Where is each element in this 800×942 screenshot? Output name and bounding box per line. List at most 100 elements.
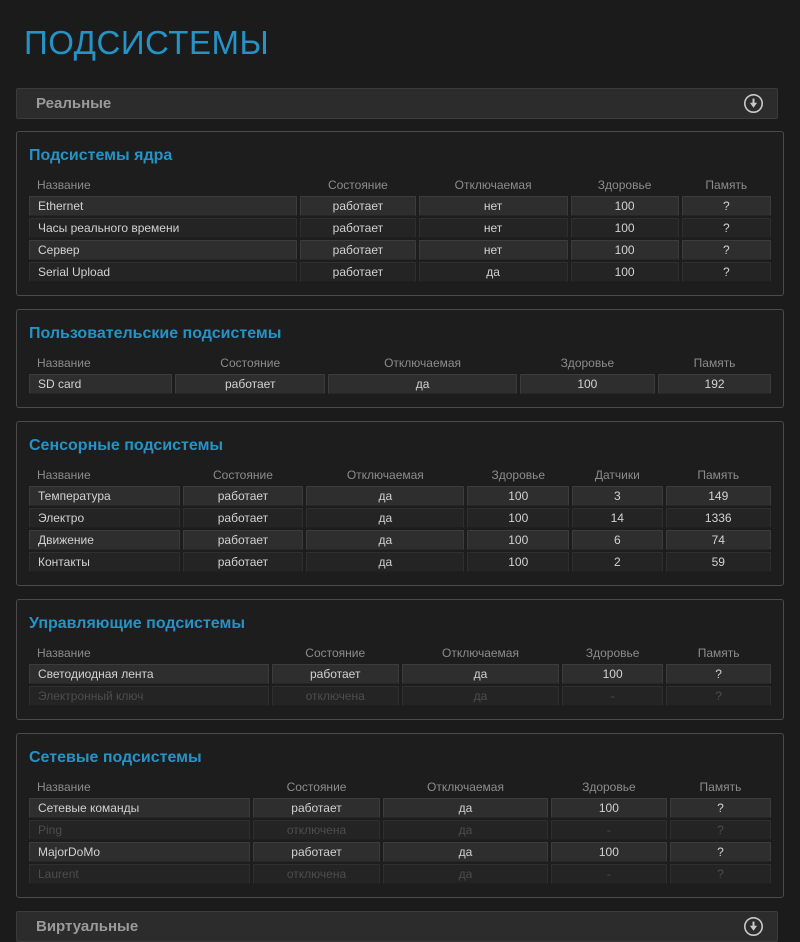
subsystem-name-cell: Сервер: [29, 240, 297, 260]
subsystem-name-cell: Светодиодная лента: [29, 664, 269, 684]
column-header: Название: [29, 778, 250, 796]
panel-title: Подсистемы ядра: [29, 147, 774, 165]
value-cell: да: [419, 262, 568, 282]
subsystem-table: НазваниеСостояниеОтключаемаяЗдоровьеДатч…: [26, 464, 774, 574]
value-cell: 149: [666, 486, 772, 506]
value-cell: да: [328, 374, 516, 394]
value-cell: работает: [300, 262, 415, 282]
value-cell: да: [383, 864, 548, 884]
subsystem-table: НазваниеСостояниеОтключаемаяЗдоровьеПамя…: [26, 352, 774, 396]
value-cell: да: [383, 820, 548, 840]
subsystem-name-cell: Serial Upload: [29, 262, 297, 282]
value-cell: 14: [572, 508, 662, 528]
subsystem-panel: Подсистемы ядра НазваниеСостояниеОтключа…: [16, 131, 784, 296]
column-header: Память: [670, 778, 771, 796]
subsystem-panel: Пользовательские подсистемы НазваниеСост…: [16, 309, 784, 408]
value-cell: 100: [467, 486, 569, 506]
column-header: Название: [29, 466, 180, 484]
value-cell: ?: [682, 240, 771, 260]
value-cell: 100: [571, 196, 679, 216]
value-cell: 100: [571, 240, 679, 260]
table-row: Pingотключенада-?: [29, 820, 771, 840]
subsystem-name-cell: Движение: [29, 530, 180, 550]
table-row: SD cardработаетда100192: [29, 374, 771, 394]
subsystem-table: НазваниеСостояниеОтключаемаяЗдоровьеПамя…: [26, 776, 774, 886]
table-header-row: НазваниеСостояниеОтключаемаяЗдоровьеПамя…: [29, 778, 771, 796]
subsystem-name-cell: SD card: [29, 374, 172, 394]
column-header: Состояние: [183, 466, 304, 484]
circle-arrow-down-icon[interactable]: [743, 93, 764, 114]
value-cell: нет: [419, 196, 568, 216]
value-cell: работает: [300, 196, 415, 216]
panel-title: Управляющие подсистемы: [29, 615, 774, 633]
value-cell: -: [551, 820, 667, 840]
column-header: Датчики: [572, 466, 662, 484]
value-cell: работает: [253, 842, 380, 862]
value-cell: 1336: [666, 508, 772, 528]
value-cell: ?: [682, 218, 771, 238]
circle-arrow-down-icon[interactable]: [743, 916, 764, 937]
value-cell: да: [383, 798, 548, 818]
value-cell: ?: [670, 864, 771, 884]
subsystem-name-cell: Laurent: [29, 864, 250, 884]
value-cell: 3: [572, 486, 662, 506]
column-header: Память: [666, 466, 772, 484]
column-header: Память: [682, 176, 771, 194]
column-header: Название: [29, 176, 297, 194]
subsystem-name-cell: MajorDoMo: [29, 842, 250, 862]
subsystem-name-cell: Часы реального времени: [29, 218, 297, 238]
column-header: Состояние: [300, 176, 415, 194]
column-header: Отключаемая: [402, 644, 559, 662]
section-header-virtual[interactable]: Виртуальные: [16, 911, 778, 942]
value-cell: ?: [682, 196, 771, 216]
subsystem-name-cell: Электронный ключ: [29, 686, 269, 706]
column-header: Память: [666, 644, 771, 662]
value-cell: нет: [419, 240, 568, 260]
subsystem-name-cell: Температура: [29, 486, 180, 506]
value-cell: работает: [175, 374, 326, 394]
column-header: Память: [658, 354, 771, 372]
value-cell: ?: [670, 798, 771, 818]
value-cell: -: [551, 864, 667, 884]
value-cell: 6: [572, 530, 662, 550]
value-cell: да: [383, 842, 548, 862]
value-cell: 100: [551, 842, 667, 862]
table-header-row: НазваниеСостояниеОтключаемаяЗдоровьеДатч…: [29, 466, 771, 484]
table-row: Контактыработаетда100259: [29, 552, 771, 572]
value-cell: 100: [571, 218, 679, 238]
page-title: ПОДСИСТЕМЫ: [24, 24, 784, 62]
value-cell: ?: [670, 820, 771, 840]
value-cell: да: [402, 664, 559, 684]
table-row: Движениеработаетда100674: [29, 530, 771, 550]
subsystem-panel: Сенсорные подсистемы НазваниеСостояниеОт…: [16, 421, 784, 586]
value-cell: отключена: [253, 820, 380, 840]
value-cell: да: [306, 508, 464, 528]
value-cell: работает: [300, 218, 415, 238]
value-cell: ?: [682, 262, 771, 282]
section-header-real[interactable]: Реальные: [16, 88, 778, 119]
value-cell: ?: [666, 664, 771, 684]
subsystem-name-cell: Сетевые команды: [29, 798, 250, 818]
panel-title: Пользовательские подсистемы: [29, 325, 774, 343]
column-header: Состояние: [253, 778, 380, 796]
value-cell: ?: [666, 686, 771, 706]
value-cell: да: [306, 486, 464, 506]
section-header-virtual-label: Виртуальные: [36, 918, 138, 935]
value-cell: ?: [670, 842, 771, 862]
subsystem-table: НазваниеСостояниеОтключаемаяЗдоровьеПамя…: [26, 642, 774, 708]
value-cell: работает: [300, 240, 415, 260]
table-row: Часы реального времениработаетнет100?: [29, 218, 771, 238]
value-cell: 100: [551, 798, 667, 818]
value-cell: 192: [658, 374, 771, 394]
panel-title: Сенсорные подсистемы: [29, 437, 774, 455]
table-header-row: НазваниеСостояниеОтключаемаяЗдоровьеПамя…: [29, 644, 771, 662]
subsystem-panel: Управляющие подсистемы НазваниеСостояние…: [16, 599, 784, 720]
table-header-row: НазваниеСостояниеОтключаемаяЗдоровьеПамя…: [29, 176, 771, 194]
value-cell: отключена: [253, 864, 380, 884]
value-cell: отключена: [272, 686, 399, 706]
subsystem-name-cell: Контакты: [29, 552, 180, 572]
value-cell: 100: [467, 508, 569, 528]
table-header-row: НазваниеСостояниеОтключаемаяЗдоровьеПамя…: [29, 354, 771, 372]
table-row: MajorDoMoработаетда100?: [29, 842, 771, 862]
column-header: Состояние: [272, 644, 399, 662]
